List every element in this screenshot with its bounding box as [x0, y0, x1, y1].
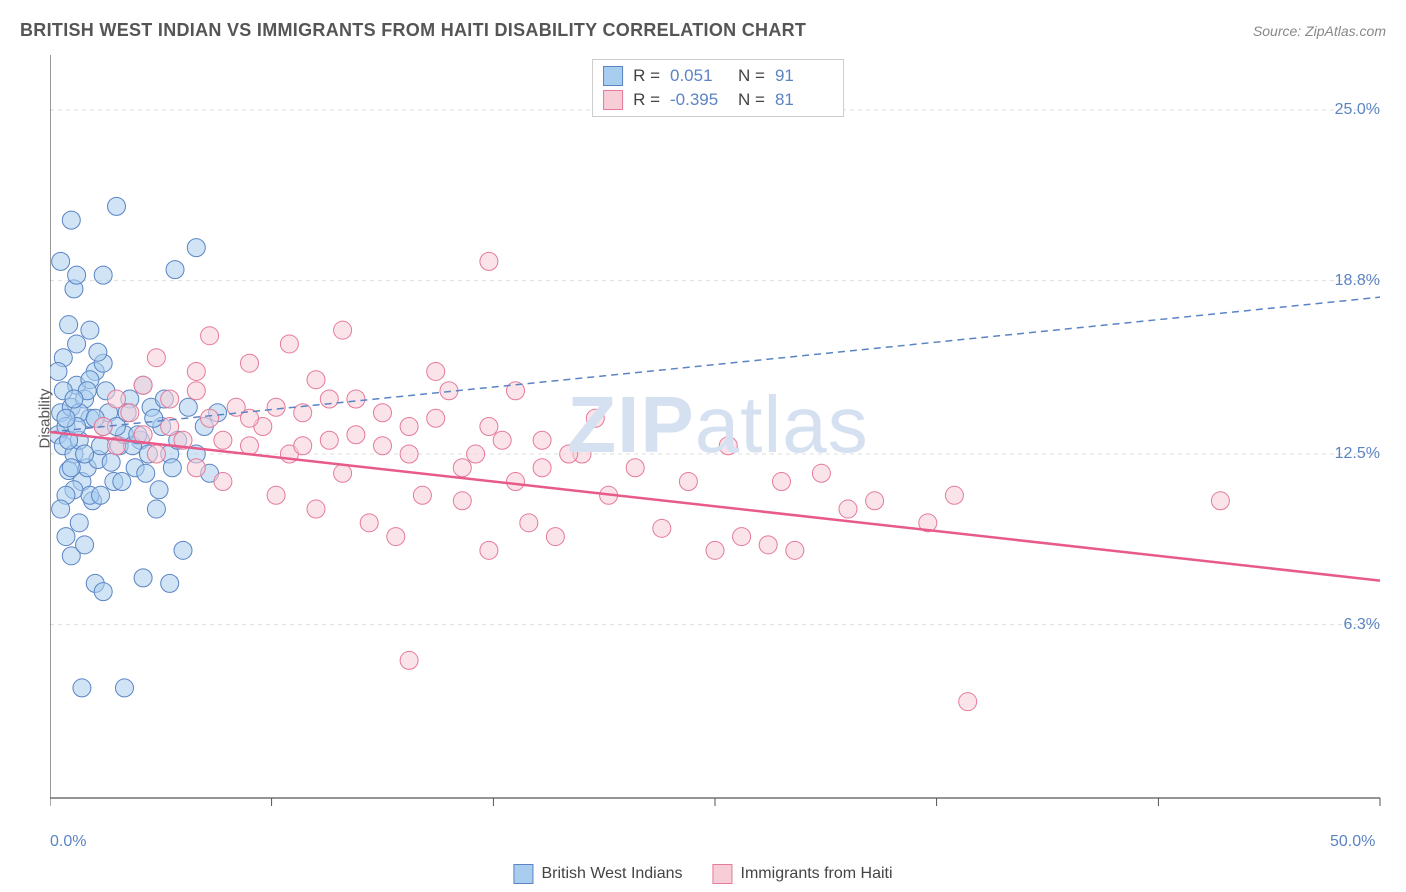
stats-legend-row: R = -0.395 N = 81	[603, 88, 833, 112]
r-value-1: -0.395	[670, 90, 728, 110]
scatter-plot	[50, 55, 1386, 825]
series-legend: British West Indians Immigrants from Hai…	[513, 864, 892, 884]
r-value-0: 0.051	[670, 66, 728, 86]
n-value-1: 81	[775, 90, 833, 110]
legend-label-1: Immigrants from Haiti	[741, 865, 893, 883]
chart-title: BRITISH WEST INDIAN VS IMMIGRANTS FROM H…	[20, 20, 806, 41]
y-tick-label: 25.0%	[1335, 101, 1380, 119]
n-label: N =	[738, 66, 765, 86]
chart-area: Disability ZIPatlas R = 0.051 N = 91 R =…	[50, 55, 1386, 825]
n-label: N =	[738, 90, 765, 110]
legend-swatch-blue	[513, 864, 533, 884]
r-label: R =	[633, 90, 660, 110]
r-label: R =	[633, 66, 660, 86]
y-tick-label: 12.5%	[1335, 445, 1380, 463]
legend-swatch-pink	[603, 90, 623, 110]
n-value-0: 91	[775, 66, 833, 86]
legend-swatch-blue	[603, 66, 623, 86]
legend-swatch-pink	[713, 864, 733, 884]
x-tick-label: 0.0%	[50, 833, 86, 851]
legend-item-0: British West Indians	[513, 864, 682, 884]
legend-item-1: Immigrants from Haiti	[713, 864, 893, 884]
y-tick-label: 6.3%	[1344, 616, 1380, 634]
chart-source: Source: ZipAtlas.com	[1253, 23, 1386, 39]
stats-legend: R = 0.051 N = 91 R = -0.395 N = 81	[592, 59, 844, 117]
y-tick-label: 18.8%	[1335, 272, 1380, 290]
stats-legend-row: R = 0.051 N = 91	[603, 64, 833, 88]
x-tick-label: 50.0%	[1330, 833, 1375, 851]
legend-label-0: British West Indians	[541, 865, 682, 883]
